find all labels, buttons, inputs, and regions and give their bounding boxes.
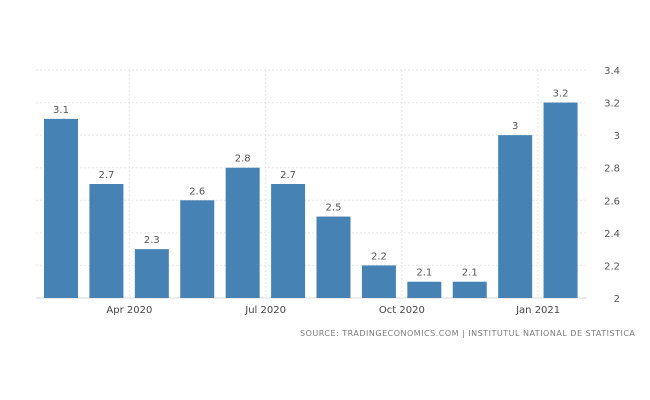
y-tick-label: 3.2 xyxy=(604,99,620,110)
y-tick-label: 2.8 xyxy=(604,164,620,175)
bar-value-label: 2.8 xyxy=(235,154,251,165)
y-tick-label: 3.4 xyxy=(604,66,620,77)
source-credit: SOURCE: TRADINGECONOMICS.COM | INSTITUTU… xyxy=(300,329,636,338)
y-axis: 2 2.2 2.4 2.6 2.8 3 3.2 3.4 xyxy=(604,66,620,305)
x-tick-label: Apr 2020 xyxy=(106,305,152,316)
bar-value-label: 2.1 xyxy=(416,268,432,279)
bar xyxy=(44,118,78,298)
x-tick-label: Oct 2020 xyxy=(379,305,425,316)
bar-value-label: 2.2 xyxy=(371,251,387,262)
bar xyxy=(452,281,487,298)
bar xyxy=(271,184,306,298)
grid-lines xyxy=(36,69,587,299)
y-tick-label: 2.6 xyxy=(604,196,620,207)
y-tick-label: 3 xyxy=(614,131,620,142)
bar xyxy=(361,265,396,298)
bar-value-label: 2.5 xyxy=(326,203,342,214)
bar xyxy=(225,167,260,298)
bar xyxy=(407,281,442,298)
bar-value-label: 3 xyxy=(512,121,518,132)
x-tick-label: Jul 2020 xyxy=(244,305,286,316)
bar xyxy=(543,102,578,298)
bar-value-label: 3.2 xyxy=(553,89,569,100)
y-tick-label: 2.2 xyxy=(604,261,620,272)
bar-value-label: 2.7 xyxy=(98,170,114,181)
bar-value-label: 2.1 xyxy=(462,268,478,279)
x-axis: Apr 2020 Jul 2020 Oct 2020 Jan 2021 xyxy=(106,305,560,316)
bar-value-label: 3.1 xyxy=(53,105,69,116)
bar-value-label: 2.6 xyxy=(189,186,205,197)
y-tick-label: 2 xyxy=(614,294,620,305)
bar-value-label: 2.7 xyxy=(280,170,296,181)
bar xyxy=(498,135,533,298)
y-tick-label: 2.4 xyxy=(604,229,620,240)
bar xyxy=(316,216,351,298)
data-labels: 3.1 2.7 2.3 2.6 2.8 2.7 2.5 2.2 2.1 2.1 3 3.2 xyxy=(53,89,568,279)
bar xyxy=(134,249,169,298)
bars xyxy=(44,102,578,298)
x-tick-label: Jan 2021 xyxy=(515,305,560,316)
bar xyxy=(180,200,215,298)
bar xyxy=(89,184,124,298)
bar-value-label: 2.3 xyxy=(144,235,160,246)
